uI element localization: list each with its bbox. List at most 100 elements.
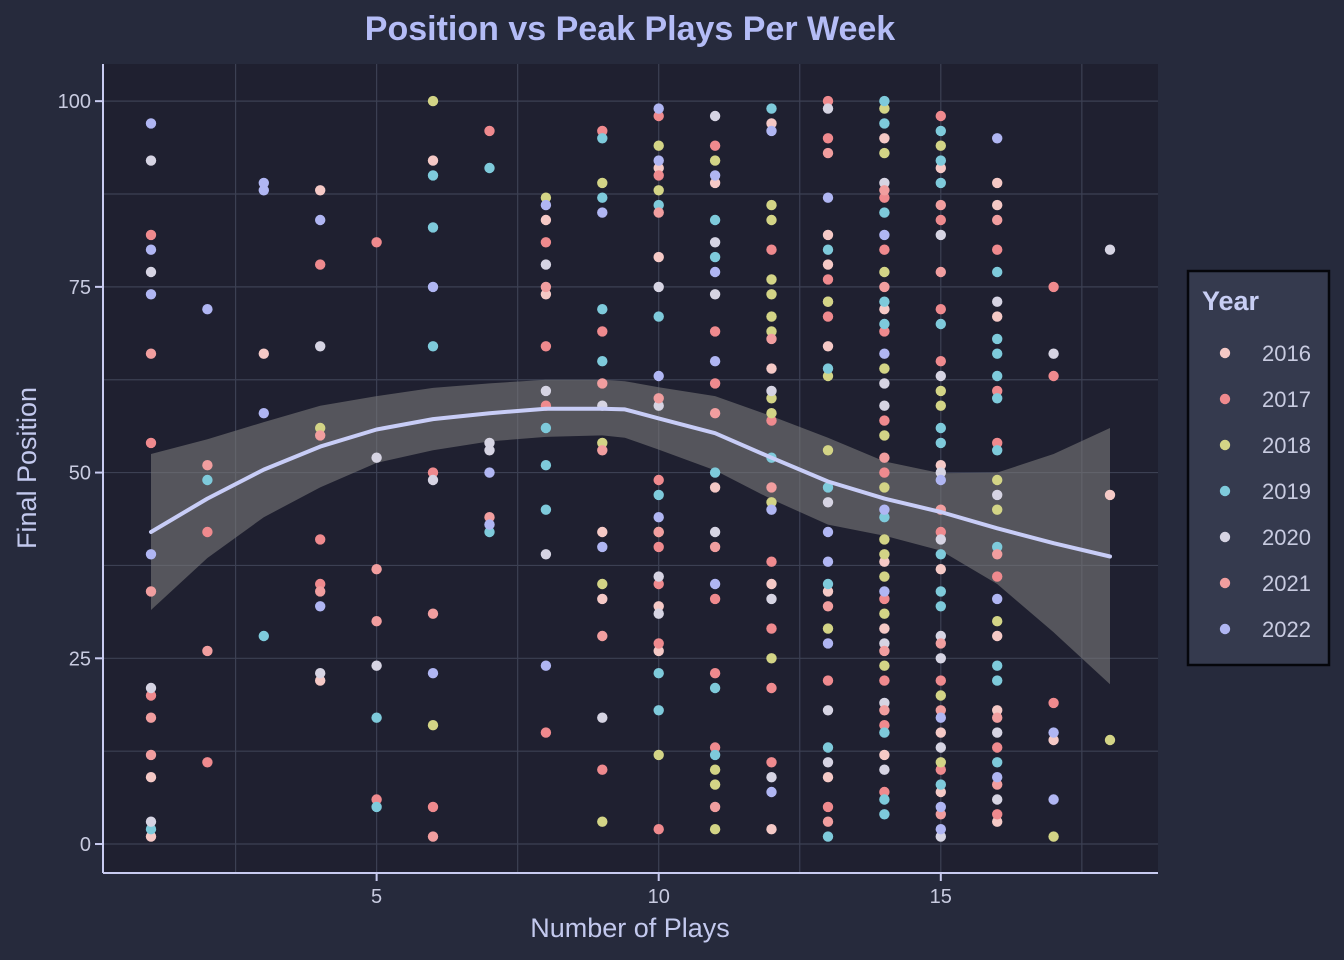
- data-point-2018: [879, 482, 890, 493]
- data-point-2020: [709, 289, 721, 300]
- data-point-2017: [879, 244, 890, 255]
- data-point-2021: [935, 638, 946, 649]
- data-point-2022: [484, 467, 495, 478]
- data-point-2020: [540, 385, 552, 397]
- data-point-2019: [653, 489, 664, 501]
- legend-label-2020: 2020: [1262, 525, 1311, 550]
- series-2021: [145, 147, 1003, 842]
- data-point-2016: [822, 586, 834, 597]
- legend-box: [1186, 269, 1331, 667]
- data-point-2020: [597, 712, 608, 723]
- data-point-2018: [766, 311, 777, 322]
- data-point-2019: [879, 95, 890, 107]
- y-tick-label: 25: [69, 648, 91, 670]
- data-point-2017: [879, 326, 890, 337]
- data-point-2017: [935, 675, 946, 686]
- data-point-2018: [653, 140, 664, 151]
- data-point-2018: [597, 437, 608, 449]
- legend-label-2016: 2016: [1262, 341, 1311, 366]
- data-point-2022: [597, 541, 608, 553]
- data-point-2020: [145, 816, 157, 827]
- data-point-2019: [822, 363, 834, 374]
- y-tick-label: 100: [58, 91, 91, 113]
- data-point-2017: [1048, 697, 1059, 709]
- data-point-2017: [879, 415, 890, 426]
- data-point-2017: [935, 214, 946, 226]
- data-point-2017: [315, 534, 326, 545]
- data-point-2022: [258, 408, 269, 419]
- data-points: [145, 95, 1116, 842]
- smooth-line: [149, 406, 1112, 559]
- data-point-2019: [145, 824, 157, 835]
- data-point-2022: [1048, 794, 1059, 805]
- data-point-2018: [879, 549, 890, 560]
- data-point-2020: [935, 370, 946, 382]
- data-point-2022: [822, 556, 834, 567]
- data-point-2019: [992, 445, 1003, 456]
- data-point-2017: [879, 720, 890, 731]
- data-point-2021: [540, 281, 552, 293]
- data-point-2021: [992, 214, 1003, 226]
- data-point-2022: [145, 118, 157, 129]
- data-point-2021: [653, 393, 664, 404]
- data-point-2016: [540, 289, 552, 300]
- data-point-2019: [935, 422, 946, 434]
- data-point-2016: [879, 304, 890, 315]
- data-point-2019: [427, 222, 439, 233]
- data-point-2021: [766, 482, 777, 493]
- data-point-2019: [992, 393, 1003, 404]
- data-point-2020: [709, 237, 721, 248]
- data-point-2022: [766, 125, 777, 137]
- confidence-band: [151, 379, 1110, 685]
- data-point-2017: [145, 229, 157, 241]
- legend-items: 2016 2017 2018 2019 2020 2021 2022: [1219, 341, 1311, 642]
- data-point-2019: [540, 460, 552, 471]
- data-point-2016: [935, 162, 946, 174]
- data-point-2017: [145, 437, 157, 449]
- data-point-2020: [822, 103, 834, 114]
- data-point-2017: [540, 727, 552, 738]
- data-point-2021: [709, 801, 721, 813]
- data-point-2022: [992, 593, 1003, 605]
- data-point-2022: [540, 660, 552, 671]
- data-point-2016: [766, 363, 777, 374]
- data-point-2018: [822, 445, 834, 456]
- data-point-2017: [653, 474, 664, 486]
- data-point-2021: [202, 460, 213, 471]
- series-2018: [315, 95, 1116, 842]
- legend-item-2019: 2019: [1219, 479, 1311, 504]
- data-point-2017: [822, 801, 834, 813]
- data-point-2022: [202, 304, 213, 315]
- data-point-2019: [427, 341, 439, 352]
- data-point-2022: [709, 170, 721, 181]
- data-point-2021: [484, 512, 495, 523]
- data-point-2019: [822, 244, 834, 255]
- data-point-2016: [992, 199, 1003, 211]
- data-point-2017: [822, 133, 834, 144]
- data-point-2022: [822, 526, 834, 538]
- data-point-2018: [653, 185, 664, 196]
- data-point-2020: [992, 296, 1003, 307]
- data-point-2022: [258, 177, 269, 189]
- legend-swatch-2021: [1219, 577, 1231, 589]
- data-point-2016: [935, 727, 946, 738]
- data-point-2018: [992, 616, 1003, 627]
- data-point-2017: [766, 757, 777, 768]
- data-point-2022: [709, 356, 721, 367]
- data-point-2019: [427, 170, 439, 181]
- data-point-2017: [766, 682, 777, 694]
- data-point-2017: [540, 341, 552, 352]
- data-point-2022: [653, 155, 664, 166]
- data-point-2016: [879, 623, 890, 634]
- data-point-2019: [597, 133, 608, 144]
- data-point-2021: [879, 185, 890, 196]
- data-point-2017: [879, 593, 890, 605]
- data-point-2016: [766, 578, 777, 590]
- data-point-2021: [653, 526, 664, 538]
- data-point-2019: [935, 155, 946, 166]
- data-point-2021: [822, 816, 834, 827]
- data-point-2018: [1048, 831, 1059, 842]
- data-point-2017: [653, 824, 664, 835]
- data-point-2017: [709, 742, 721, 753]
- legend-swatch-2016: [1219, 347, 1231, 359]
